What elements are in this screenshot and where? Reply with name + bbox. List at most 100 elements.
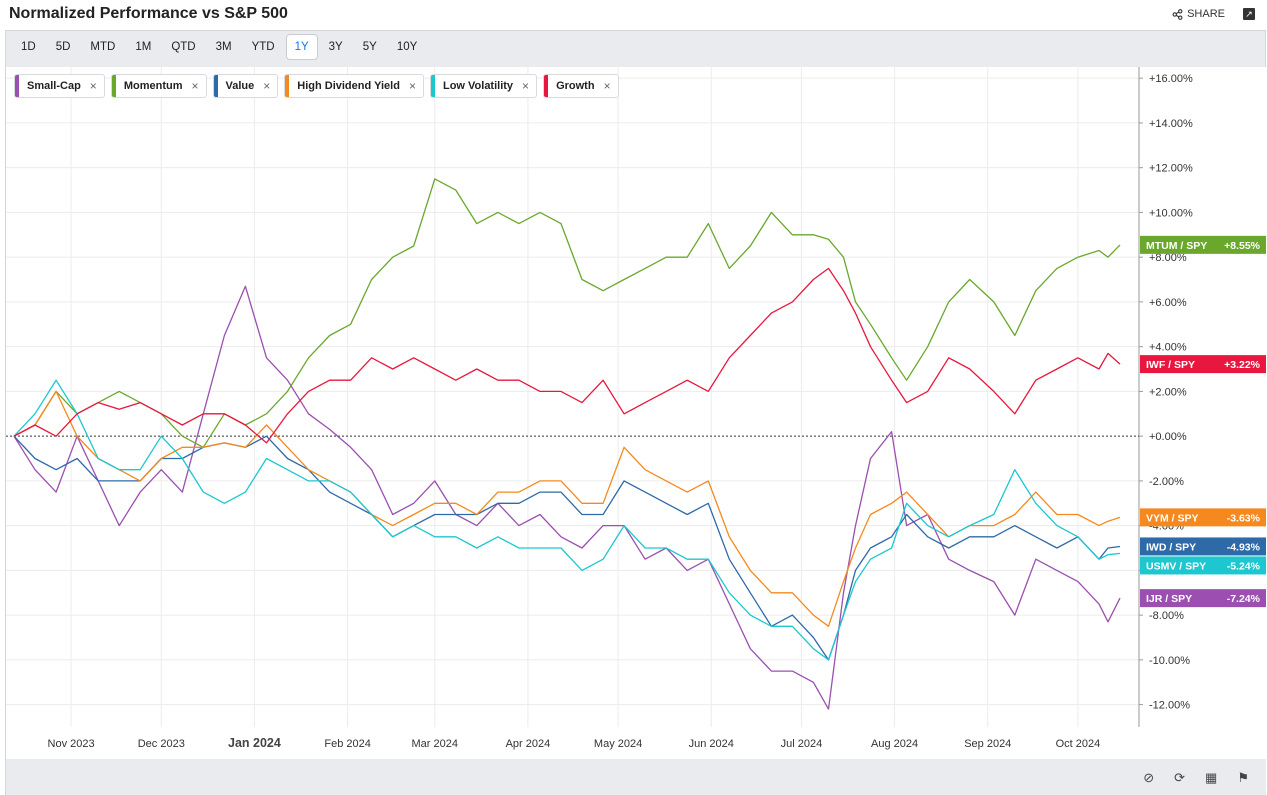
series-ticker-label: IWD / SPY — [1146, 541, 1196, 553]
y-tick-label: +4.00% — [1149, 342, 1187, 354]
series-last-value: +3.22% — [1224, 359, 1261, 371]
series-last-value: -4.93% — [1227, 541, 1261, 553]
tag-icon[interactable]: ⚑ — [1237, 770, 1249, 785]
tab-1d[interactable]: 1D — [21, 41, 36, 53]
series-line — [13, 435, 1121, 661]
series-line — [13, 390, 1121, 627]
legend-swatch — [285, 75, 290, 97]
legend-item[interactable]: Small-Cap × — [14, 74, 105, 98]
series-end-badge — [1140, 589, 1266, 608]
y-tick-label: +2.00% — [1149, 386, 1187, 398]
y-tick-label: -8.00% — [1149, 610, 1184, 622]
series-line — [13, 267, 1121, 444]
series-line — [13, 285, 1121, 710]
x-tick-label: Jul 2024 — [781, 738, 823, 750]
legend-label: Value — [225, 80, 255, 92]
series-last-value: -5.24% — [1227, 560, 1261, 572]
header: Normalized Performance vs S&P 500 SHARE … — [0, 0, 1267, 30]
series-end-badge — [1140, 537, 1266, 556]
crosshair-off-icon[interactable]: ⊘ — [1143, 770, 1155, 785]
legend-label: Growth — [556, 80, 595, 92]
series-last-value: -7.24% — [1227, 593, 1261, 605]
series-end-badge — [1140, 235, 1266, 254]
legend-swatch — [213, 75, 218, 97]
series-line — [13, 379, 1121, 661]
tab-1m[interactable]: 1M — [135, 41, 152, 53]
legend-label: Momentum — [123, 80, 183, 92]
close-icon[interactable]: × — [263, 79, 271, 93]
share-label: SHARE — [1187, 8, 1225, 20]
close-icon[interactable]: × — [191, 79, 199, 93]
series-ticker-label: MTUM / SPY — [1146, 240, 1207, 252]
series-last-value: -3.63% — [1227, 512, 1261, 524]
legend-item[interactable]: Growth × — [543, 74, 619, 98]
y-tick-label: +6.00% — [1149, 297, 1187, 309]
series-ticker-label: VYM / SPY — [1146, 512, 1199, 524]
x-tick-label: Dec 2023 — [138, 738, 185, 750]
tab-qtd[interactable]: QTD — [171, 41, 196, 53]
x-tick-label: Aug 2024 — [871, 738, 918, 750]
legend-swatch — [111, 75, 116, 97]
x-axis-panel — [6, 727, 1266, 759]
y-tick-label: +16.00% — [1149, 73, 1193, 85]
x-tick-label: May 2024 — [594, 738, 642, 750]
legend-item[interactable]: Low Volatility × — [429, 74, 538, 98]
expand-icon[interactable]: ↗ — [1243, 8, 1255, 20]
series-ticker-label: USMV / SPY — [1146, 560, 1206, 572]
refresh-icon[interactable]: ⟳ — [1174, 770, 1186, 785]
legend-label: High Dividend Yield — [297, 80, 400, 92]
tab-mtd[interactable]: MTD — [90, 41, 116, 53]
tab-5y[interactable]: 5Y — [362, 41, 377, 53]
close-icon[interactable]: × — [408, 79, 416, 93]
legend-swatch — [15, 75, 19, 97]
y-tick-label: -10.00% — [1149, 655, 1190, 667]
legend-item[interactable]: High Dividend Yield × — [284, 74, 424, 98]
tab-5d[interactable]: 5D — [55, 41, 71, 53]
legend-item[interactable]: Value × — [212, 74, 279, 98]
y-tick-label: -12.00% — [1149, 700, 1190, 712]
x-tick-label: Nov 2023 — [48, 738, 95, 750]
series-end-badge — [1140, 355, 1266, 374]
series-end-badge — [1140, 556, 1266, 575]
x-tick-label: Apr 2024 — [506, 738, 551, 750]
x-tick-label: Sep 2024 — [964, 738, 1011, 750]
y-tick-label: +14.00% — [1149, 118, 1193, 130]
page-title: Normalized Performance vs S&P 500 — [9, 5, 288, 22]
tab-3y[interactable]: 3Y — [328, 41, 343, 53]
tab-10y[interactable]: 10Y — [396, 41, 418, 53]
series-end-badge — [1140, 508, 1266, 527]
y-axis-panel — [1139, 67, 1266, 727]
series-line — [13, 178, 1121, 448]
close-icon[interactable]: × — [603, 79, 611, 93]
legend: Small-Cap × Momentum × Value × High Dividend Y… — [14, 74, 619, 98]
x-tick-label: Feb 2024 — [324, 738, 370, 750]
tab-3m[interactable]: 3M — [215, 41, 232, 53]
chart-footer — [6, 759, 1266, 795]
x-tick-label: Oct 2024 — [1056, 738, 1101, 750]
share-icon — [1172, 8, 1183, 20]
close-icon[interactable]: × — [522, 79, 530, 93]
legend-swatch — [430, 75, 435, 97]
x-tick-label: Jan 2024 — [228, 736, 281, 750]
legend-label: Low Volatility — [442, 80, 514, 92]
legend-item[interactable]: Momentum × — [110, 74, 207, 98]
series-ticker-label: IWF / SPY — [1146, 359, 1195, 371]
y-tick-label: -2.00% — [1149, 476, 1184, 488]
x-tick-label: Mar 2024 — [412, 738, 458, 750]
y-tick-label: +12.00% — [1149, 163, 1193, 175]
x-tick-label: Jun 2024 — [689, 738, 734, 750]
series-ticker-label: IJR / SPY — [1146, 593, 1192, 605]
y-tick-label: +10.00% — [1149, 207, 1193, 219]
grid-icon[interactable]: ▦ — [1205, 770, 1218, 785]
footer-toolbar: ⊘ ⟳ ▦ ⚑ — [1143, 770, 1249, 786]
y-tick-label: +0.00% — [1149, 431, 1187, 443]
close-icon[interactable]: × — [89, 79, 97, 93]
series-last-value: +8.55% — [1224, 240, 1261, 252]
timeframe-tabs: 1D 5D MTD 1M QTD 3M YTD 1Y 3Y 5Y 10Y — [6, 31, 428, 63]
share-button[interactable]: SHARE — [1172, 8, 1225, 20]
legend-swatch — [544, 75, 549, 97]
y-tick-label: +8.00% — [1149, 252, 1187, 264]
tab-1y[interactable]: 1Y — [285, 34, 318, 60]
tab-ytd[interactable]: YTD — [251, 41, 275, 53]
